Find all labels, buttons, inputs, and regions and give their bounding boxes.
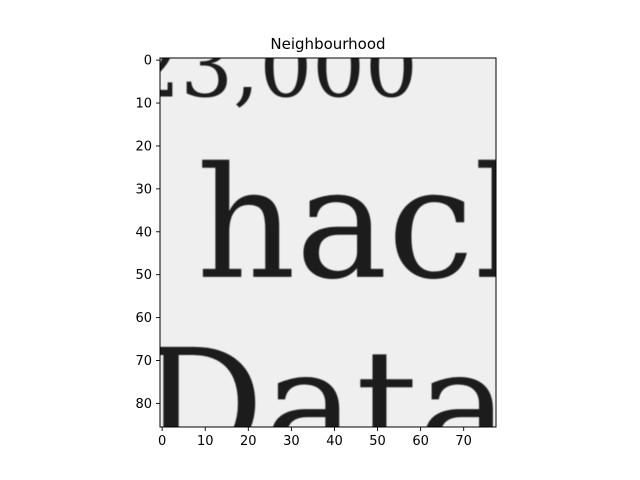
image-text-line: hack: [197, 135, 569, 314]
y-axis: 0 10 20 30 40 50 60 70 80: [135, 54, 160, 412]
y-tick-label: 70: [135, 354, 152, 369]
y-tick-label: 80: [135, 397, 152, 412]
x-axis: 0 10 20 30 40 50 60 70: [158, 427, 472, 449]
y-tick-label: 30: [135, 182, 152, 197]
x-tick-label: 60: [412, 434, 429, 449]
y-tick-label: 0: [144, 54, 152, 69]
y-tick-label: 20: [135, 139, 152, 154]
y-tick-label: 10: [135, 97, 152, 112]
x-tick-label: 40: [326, 434, 343, 449]
image-text-line: Data: [141, 317, 510, 480]
x-tick-label: 30: [283, 434, 300, 449]
x-tick-label: 20: [240, 434, 257, 449]
x-tick-label: 10: [197, 434, 214, 449]
x-tick-label: 0: [158, 434, 166, 449]
y-tick-label: 60: [135, 311, 152, 326]
y-tick-label: 50: [135, 268, 152, 283]
image-background: [160, 58, 496, 427]
x-tick-label: 50: [369, 434, 386, 449]
y-tick-label: 40: [135, 225, 152, 240]
chart-title: Neighbourhood: [270, 35, 385, 53]
plot-frame: [159, 57, 497, 428]
image-text-line: 23,000: [128, 20, 418, 117]
x-tick-label: 70: [455, 434, 472, 449]
